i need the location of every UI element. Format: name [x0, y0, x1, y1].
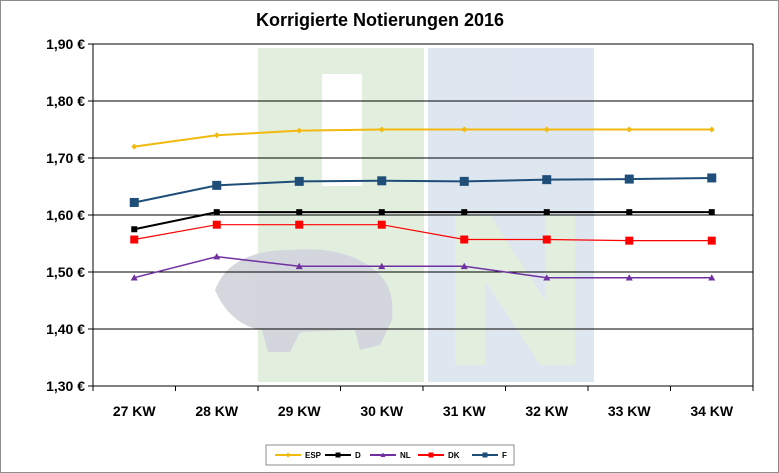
data-point	[378, 262, 386, 270]
data-point	[213, 209, 220, 216]
series-f	[129, 173, 717, 207]
legend-label: ESP	[305, 451, 322, 460]
data-point	[543, 274, 551, 281]
data-point	[708, 274, 716, 281]
legend-label: NL	[400, 451, 411, 460]
y-tick-label: 1,30 €	[46, 378, 85, 394]
data-point	[294, 176, 304, 186]
data-point	[461, 209, 468, 216]
x-tick-label: 34 KW	[690, 403, 734, 419]
data-point	[461, 126, 468, 133]
series-esp	[131, 126, 715, 150]
data-point	[625, 274, 633, 281]
data-point	[459, 176, 469, 186]
series-line	[134, 224, 712, 242]
legend-label: F	[502, 451, 507, 460]
data-point	[708, 126, 715, 133]
data-point	[543, 126, 550, 133]
data-point	[708, 209, 715, 216]
data-point	[377, 220, 386, 229]
data-point	[213, 253, 221, 260]
y-axis-ticks: 1,90 € 1,80 € 1,70 € 1,60 € 1,50 € 1,40 € 1,30…	[46, 36, 93, 394]
legend-marker	[380, 452, 386, 457]
series-dk	[130, 220, 716, 245]
series-line	[134, 211, 712, 231]
data-point	[460, 235, 469, 244]
y-tick-label: 1,40 €	[46, 321, 85, 337]
data-point	[296, 127, 303, 134]
legend-item-esp: ESP	[275, 451, 322, 460]
data-point	[626, 209, 633, 216]
data-point	[378, 209, 385, 216]
legend: ESP D NL DK F	[265, 444, 515, 466]
legend-label: D	[355, 451, 361, 460]
data-point	[130, 274, 138, 281]
legend-label: DK	[448, 451, 460, 460]
data-point	[213, 132, 220, 139]
data-point	[624, 174, 634, 184]
x-tick-label: 30 KW	[360, 403, 404, 419]
y-tick-label: 1,80 €	[46, 93, 85, 109]
legend-item-dk: DK	[418, 451, 460, 460]
legend-item-d: D	[325, 451, 361, 460]
x-tick-label: 27 KW	[113, 403, 157, 419]
legend-item-f: F	[472, 451, 507, 460]
y-tick-label: 1,50 €	[46, 264, 85, 280]
data-point	[460, 262, 468, 270]
data-point	[377, 176, 387, 186]
chart-title: Korrigierte Notierungen 2016	[256, 10, 504, 30]
data-point	[212, 220, 221, 229]
data-point	[131, 226, 138, 233]
x-tick-label: 32 KW	[525, 403, 569, 419]
series-layer	[129, 126, 717, 281]
data-point	[707, 173, 717, 183]
series-line	[134, 176, 712, 204]
data-point	[130, 235, 139, 244]
x-tick-label: 33 KW	[608, 403, 652, 419]
data-point	[129, 197, 139, 207]
x-tick-label: 28 KW	[195, 403, 239, 419]
data-point	[625, 236, 634, 245]
legend-marker	[335, 452, 341, 458]
data-point	[543, 209, 550, 216]
x-tick-label: 29 KW	[278, 403, 322, 419]
series-line	[134, 128, 712, 148]
series-d	[131, 209, 715, 233]
legend-marker	[285, 452, 291, 458]
data-point	[542, 175, 552, 185]
legend-item-nl: NL	[370, 451, 411, 460]
legend-marker	[428, 452, 434, 458]
data-point	[295, 220, 304, 229]
x-tick-label: 31 KW	[443, 403, 487, 419]
y-tick-label: 1,90 €	[46, 36, 85, 52]
watermark-logo	[215, 48, 594, 382]
series-nl	[130, 253, 716, 281]
data-point	[212, 180, 222, 190]
data-point	[296, 209, 303, 216]
data-point	[626, 126, 633, 133]
data-point	[542, 235, 551, 244]
series-line	[134, 255, 712, 279]
y-tick-label: 1,70 €	[46, 150, 85, 166]
data-point	[378, 126, 385, 133]
y-tick-label: 1,60 €	[46, 207, 85, 223]
data-point	[295, 262, 303, 270]
x-axis-ticks: 27 KW 28 KW 29 KW 30 KW 31 KW 32 KW 33 KW 34 KW	[92, 386, 754, 419]
data-point	[131, 143, 138, 150]
legend-marker	[482, 452, 488, 458]
data-point	[707, 236, 716, 245]
